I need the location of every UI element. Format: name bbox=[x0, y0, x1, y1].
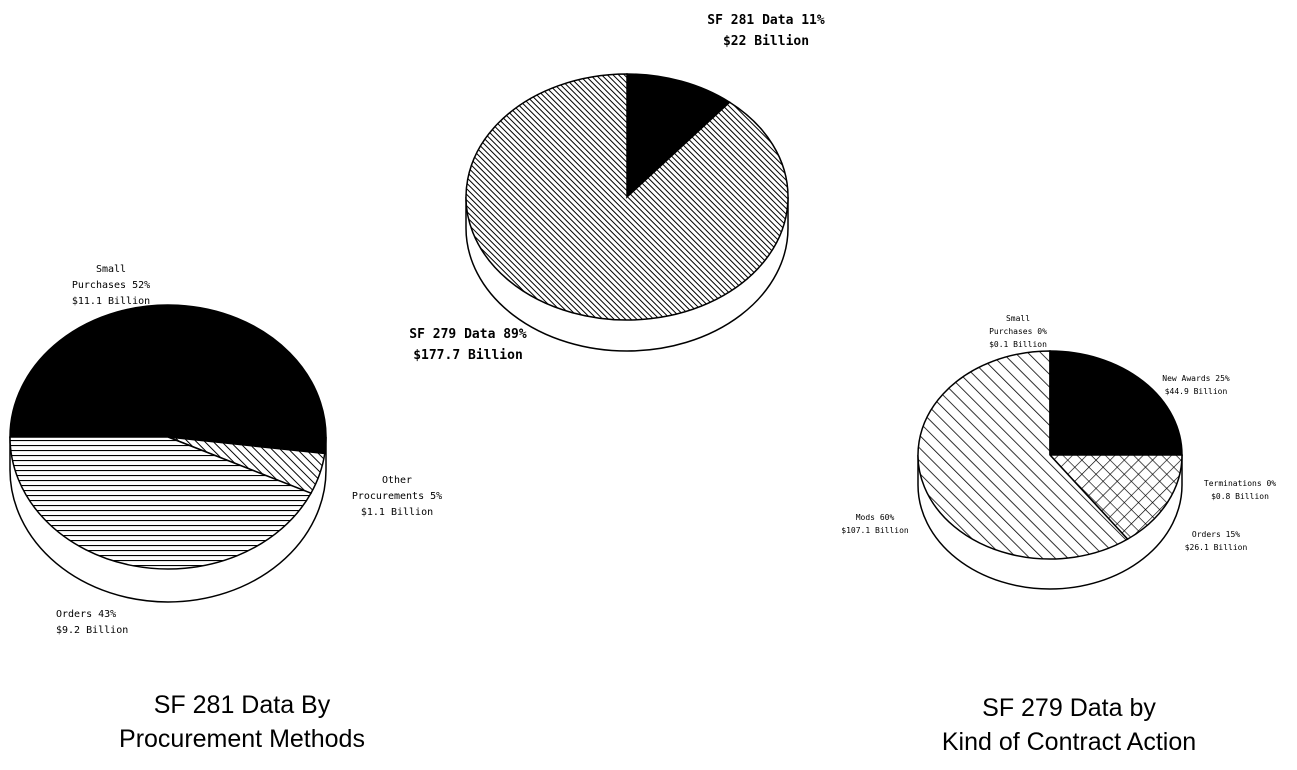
right-slice-2 bbox=[1048, 454, 1183, 541]
top-slice-0 bbox=[626, 73, 731, 199]
right-slice-3 bbox=[917, 350, 1129, 560]
slice-label-other-l2: Procurements 5% bbox=[352, 491, 442, 502]
slice-value-new-awards: $44.9 Billion bbox=[1165, 387, 1228, 396]
slice-value-terminations: $0.8 Billion bbox=[1211, 492, 1269, 501]
slice-value-orders: $9.2 Billion bbox=[56, 625, 128, 636]
slice-label-small-purchases-r-l2: Purchases 0% bbox=[989, 327, 1047, 336]
slice-label-mods: Mods 60% bbox=[856, 513, 895, 522]
left-slice-2 bbox=[9, 436, 313, 570]
pie-left-slices bbox=[9, 304, 327, 570]
right-slice-0 bbox=[1049, 350, 1183, 456]
caption-right-line1: SF 279 Data by bbox=[982, 694, 1156, 722]
slice-label-small-purchases-l1: Small bbox=[96, 264, 126, 275]
caption-left-line1: SF 281 Data By bbox=[154, 691, 331, 719]
top-slice-1 bbox=[465, 73, 789, 321]
slice-value-other: $1.1 Billion bbox=[361, 507, 433, 518]
slice-label-other-l1: Other bbox=[382, 475, 412, 486]
pie-left: Small Purchases 52% $11.1 Billion Other … bbox=[9, 264, 442, 636]
slice-label-orders-r: Orders 15% bbox=[1192, 530, 1240, 539]
slice-value-small-purchases: $11.1 Billion bbox=[72, 296, 150, 307]
caption-right-line2: Kind of Contract Action bbox=[942, 728, 1196, 756]
slice-value-sf281: $22 Billion bbox=[723, 34, 809, 49]
slice-value-small-purchases-r: $0.1 Billion bbox=[989, 340, 1047, 349]
slice-label-small-purchases-r-l1: Small bbox=[1006, 314, 1030, 323]
slice-label-sf281: SF 281 Data 11% bbox=[707, 13, 825, 28]
slice-label-small-purchases-l2: Purchases 52% bbox=[72, 280, 150, 291]
slice-label-orders: Orders 43% bbox=[56, 609, 116, 620]
pie-top-slices bbox=[465, 73, 789, 321]
slice-label-new-awards: New Awards 25% bbox=[1162, 374, 1230, 383]
slice-label-sf279: SF 279 Data 89% bbox=[409, 327, 527, 342]
pie-top: SF 281 Data 11% $22 Billion SF 279 Data … bbox=[409, 13, 825, 363]
slice-value-orders-r: $26.1 Billion bbox=[1185, 543, 1248, 552]
caption-left-line2: Procurement Methods bbox=[119, 725, 365, 753]
slice-value-mods: $107.1 Billion bbox=[841, 526, 909, 535]
slice-label-terminations: Terminations 0% bbox=[1204, 479, 1276, 488]
left-slice-0 bbox=[9, 304, 327, 455]
slice-value-sf279: $177.7 Billion bbox=[413, 348, 523, 363]
pie-right: Small Purchases 0% $0.1 Billion New Awar… bbox=[841, 314, 1276, 590]
pie-right-slices bbox=[917, 350, 1183, 560]
